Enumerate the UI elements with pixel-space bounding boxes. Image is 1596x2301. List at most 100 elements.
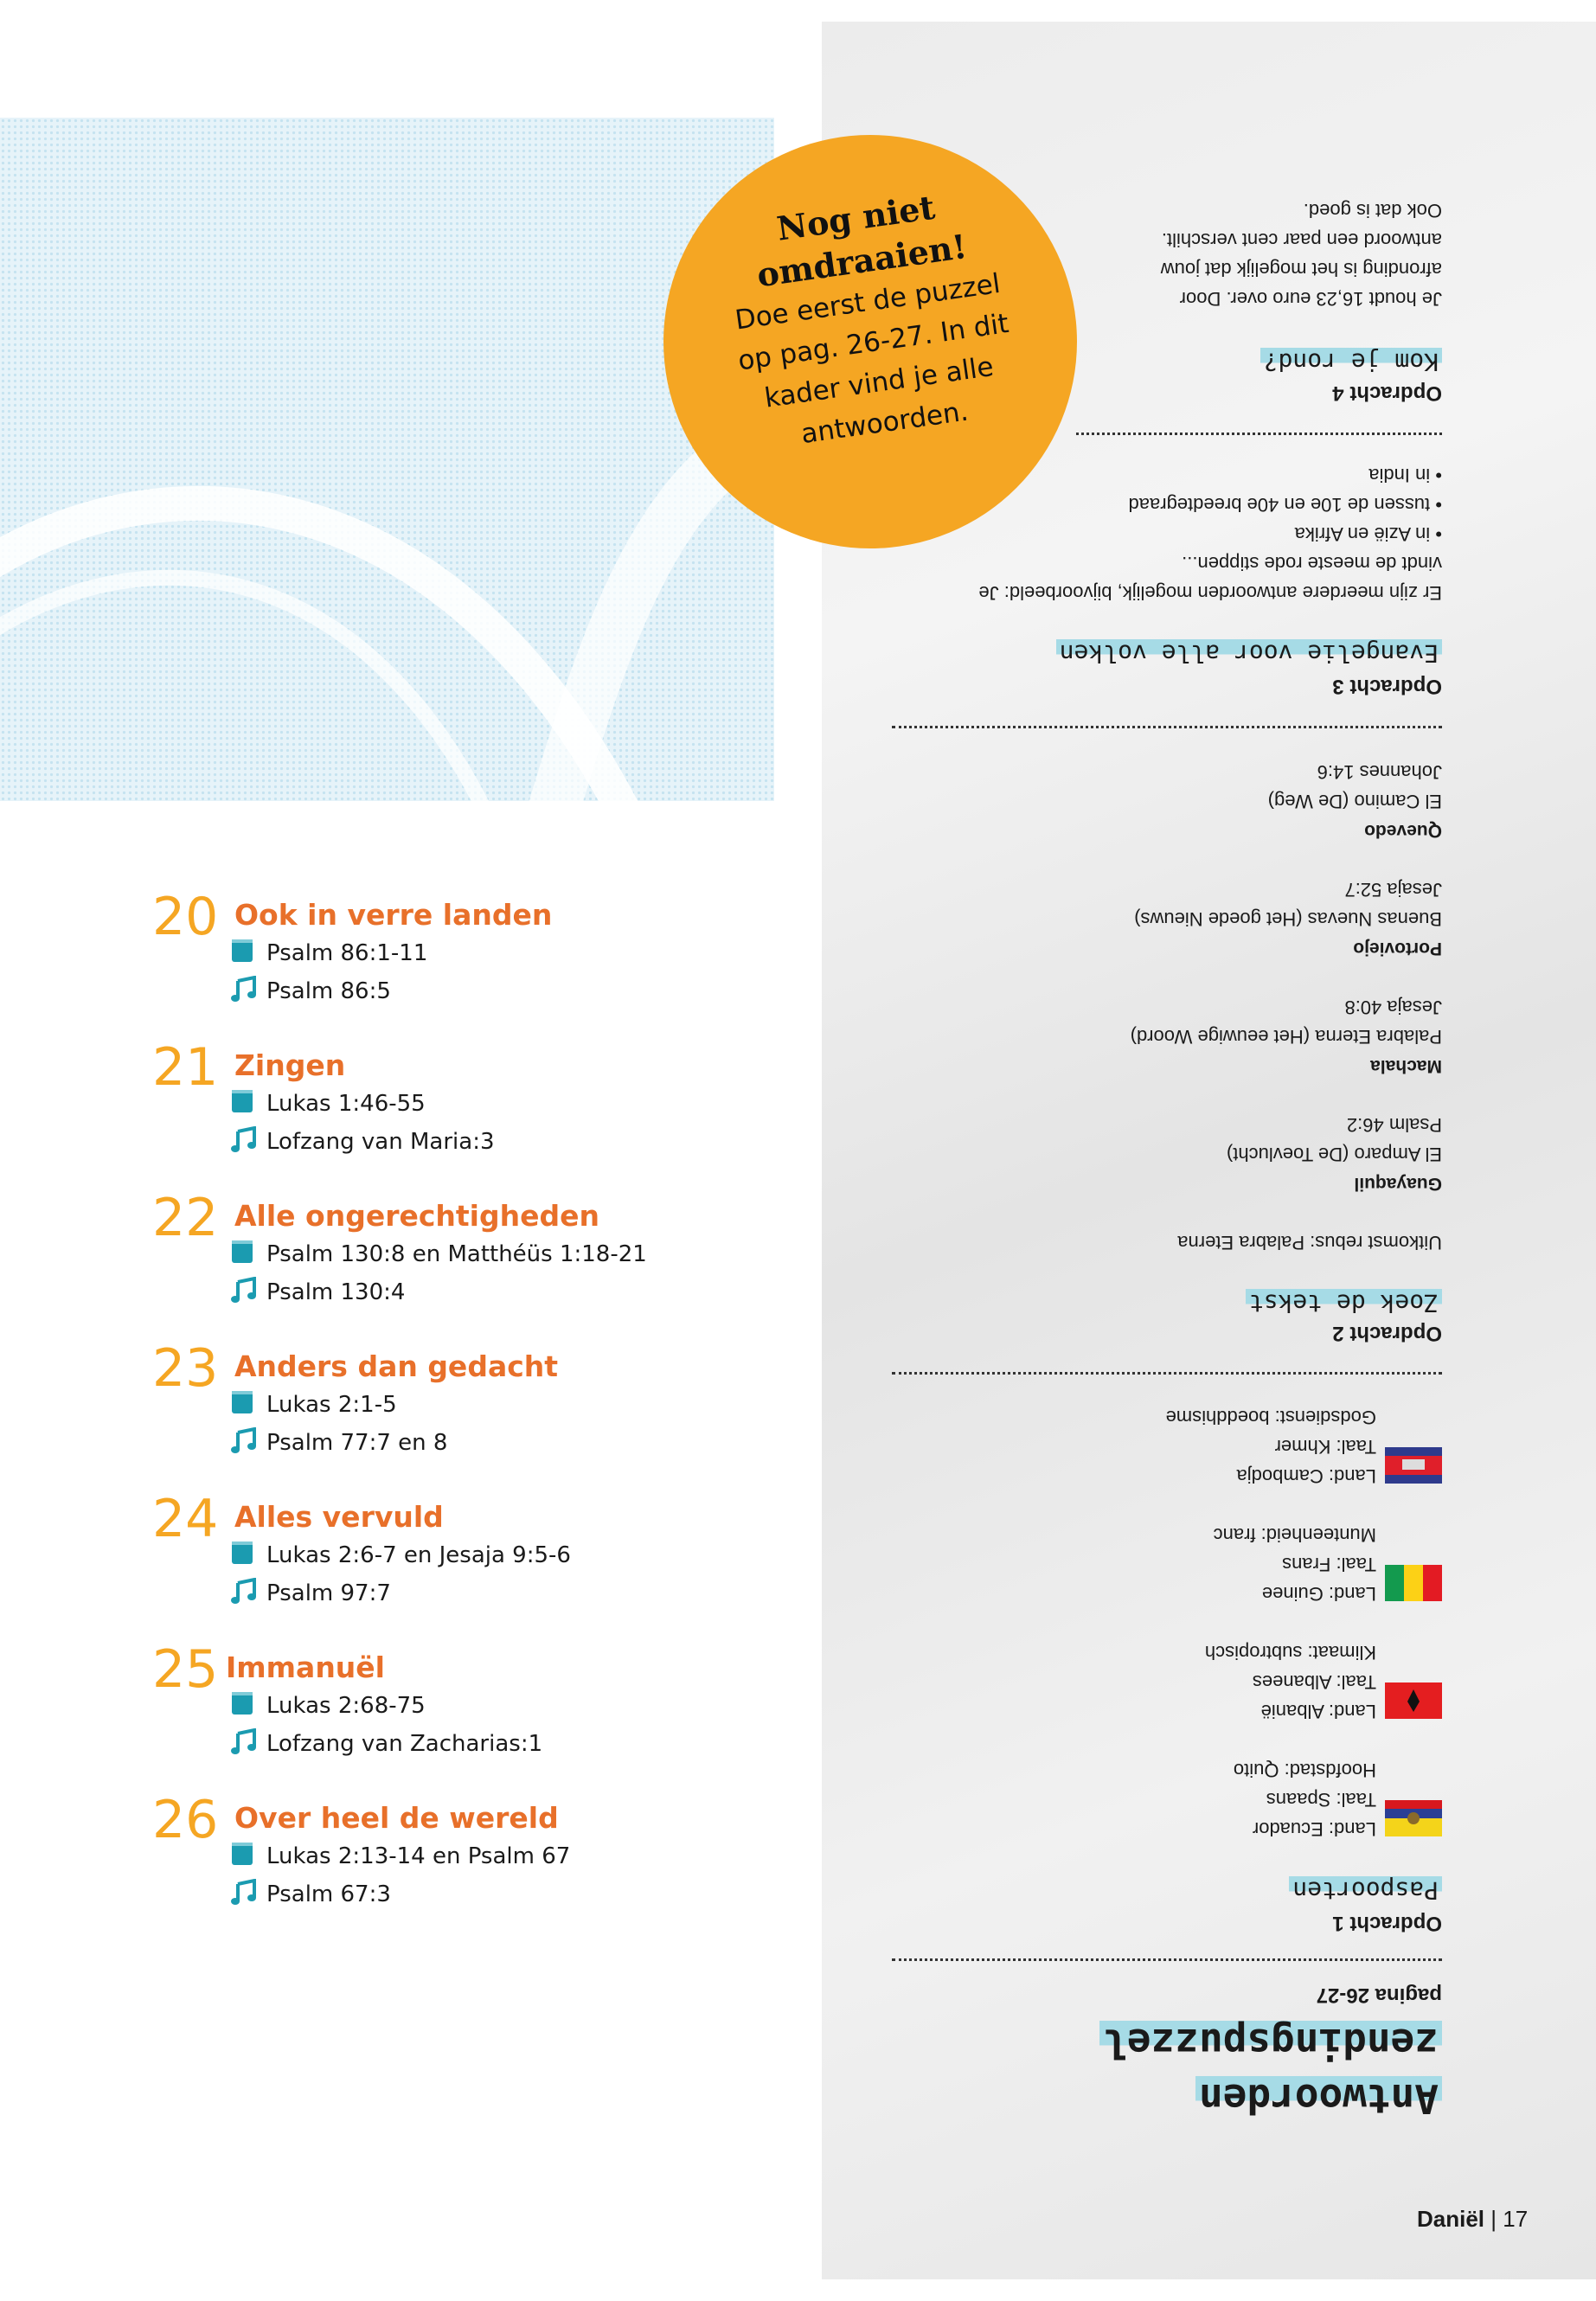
country-land: Land: Cambodja [1236,1465,1376,1487]
day-number: 25 [152,1639,219,1700]
o4-line3: antwoord een paar cent verschilt. [1161,229,1442,251]
cambodia-flag-icon [1385,1447,1442,1484]
decorative-pattern [0,118,774,801]
reading-text: Psalm 130:8 en Matthéüs 1:18-21 [266,1241,647,1267]
day-title: Zingen [234,1048,346,1082]
book-icon [230,1389,256,1421]
day-number: 20 [152,887,219,947]
music-note-icon [230,1276,256,1309]
city-text-name: El Camino (De Weg) [1267,791,1442,812]
answers-upside-down: Antwoorden zendingspuzzel pagina 26-27 O… [822,22,1596,2279]
day-number: 23 [152,1338,219,1399]
day-number: 26 [152,1790,219,1850]
country-fact: Klimaat: subtropisch [1204,1642,1376,1663]
callout-circle: Nog niet omdraaien! Doe eerst de puzzel … [663,135,1077,548]
reading-text: Lukas 2:13-14 en Psalm 67 [266,1843,571,1869]
reading-item: Lukas 1:46-55 [230,1088,426,1120]
city-name: Guayaquil [1354,1174,1442,1194]
reading-text: Lukas 2:6-7 en Jesaja 9:5-6 [266,1542,571,1568]
song-text: Psalm 130:4 [266,1279,406,1305]
guinea-flag-icon [1385,1565,1442,1601]
reading-item: Psalm 130:8 en Matthéüs 1:18-21 [230,1239,647,1271]
reading-text: Lukas 2:1-5 [266,1392,397,1418]
o1-title: Paspoorten [1289,1876,1442,1905]
city-text-name: Buenas Nuevas (Het goede Nieuws) [1134,908,1442,930]
city-name: Quevedo [1364,821,1442,841]
day-number: 24 [152,1489,219,1549]
book-icon [230,1540,256,1572]
day-title: Alles vervuld [234,1500,444,1534]
ecuador-flag-icon [1385,1800,1442,1836]
song-text: Psalm 97:7 [266,1580,391,1606]
o4-line1: Je houdt 16,23 euro over. Door [1179,288,1442,310]
albania-flag-icon [1385,1682,1442,1719]
reading-item: Lukas 2:6-7 en Jesaja 9:5-6 [230,1540,571,1572]
day-title: Immanuël [226,1650,385,1684]
footer-book: Daniël [1417,2206,1485,2232]
day-number: 21 [152,1037,219,1098]
divider [892,1958,1442,1961]
country-fact: Hoofdstad: Quito [1233,1759,1376,1781]
country-language: Taal: Khmer [1274,1436,1376,1458]
day-title: Over heel de wereld [234,1801,559,1835]
city-text-name: El Amparo (De Toevlucht) [1226,1144,1442,1165]
song-item: Psalm 97:7 [230,1577,391,1610]
answers-title: Antwoorden [1195,2075,1442,2122]
o2-rebus: Uitkomst rebus: Palabra Eterna [1177,1232,1442,1253]
song-text: Lofzang van Zacharias:1 [266,1731,543,1757]
o2-title: Zoek de tekst [1245,1289,1442,1317]
o1-label: Opdracht 1 [1332,1912,1442,1935]
music-note-icon [230,1727,256,1760]
reading-item: Lukas 2:68-75 [230,1690,426,1722]
song-item: Psalm 67:3 [230,1878,391,1911]
o3-bullet: in India [1368,460,1442,490]
footer-separator: | [1490,2206,1497,2232]
book-icon [230,1690,256,1722]
reading-item: Lukas 2:13-14 en Psalm 67 [230,1841,570,1873]
country-language: Taal: Frans [1282,1554,1376,1575]
book-icon [230,1088,256,1120]
o4-title: Kom je rond? [1259,348,1442,376]
o4-line2: afronding is het mogelijk dat jouw [1160,259,1442,280]
song-text: Psalm 86:5 [266,978,391,1004]
day-title: Ook in verre landen [234,898,553,932]
divider [1076,433,1442,435]
book-icon [230,938,256,970]
o4-label: Opdracht 4 [1332,381,1442,405]
divider [892,726,1442,728]
page-number: 17 [1503,2206,1529,2232]
song-item: Lofzang van Zacharias:1 [230,1727,543,1760]
reading-item: Lukas 2:1-5 [230,1389,397,1421]
answers-title-2: zendingspuzzel [1099,2020,1442,2067]
music-note-icon [230,1878,256,1911]
o3-bullet: in Azië en Afrika [1295,519,1442,548]
city-name: Machala [1370,1056,1442,1076]
city-name: Portoviejo [1353,939,1442,958]
city-text-name: Palabra Eterna (Het eeuwige Woord) [1130,1026,1442,1048]
song-item: Psalm 130:4 [230,1276,406,1309]
music-note-icon [230,1426,256,1459]
day-number: 22 [152,1188,219,1248]
song-text: Lofzang van Maria:3 [266,1129,495,1155]
song-text: Psalm 67:3 [266,1881,391,1907]
country-land: Land: Albanië [1260,1701,1376,1722]
o3-label: Opdracht 3 [1332,675,1442,698]
reading-item: Psalm 86:1-11 [230,938,427,970]
country-fact: Munteenheid: franc [1213,1524,1376,1546]
music-note-icon [230,1577,256,1610]
music-note-icon [230,975,256,1008]
o3-line1: Er zijn meerdere antwoorden mogelijk, bi… [978,582,1442,604]
day-title: Alle ongerechtigheden [234,1199,599,1233]
divider [892,1372,1442,1375]
o3-title: Evangelie voor alle volken [1055,639,1442,668]
o3-bullet: tussen de 10e en 40e breedtegraad [1129,490,1442,519]
city-bible-ref: Jesaja 40:8 [1344,997,1442,1018]
music-note-icon [230,1125,256,1158]
day-title: Anders dan gedacht [234,1349,559,1383]
song-item: Psalm 86:5 [230,975,391,1008]
o3-line2: vindt de meeste rode stippen... [1182,553,1442,574]
song-item: Psalm 77:7 en 8 [230,1426,447,1459]
country-fact: Godsdienst: boeddhisme [1165,1407,1376,1428]
reading-text: Psalm 86:1-11 [266,940,428,966]
city-bible-ref: Psalm 46:2 [1346,1114,1442,1136]
